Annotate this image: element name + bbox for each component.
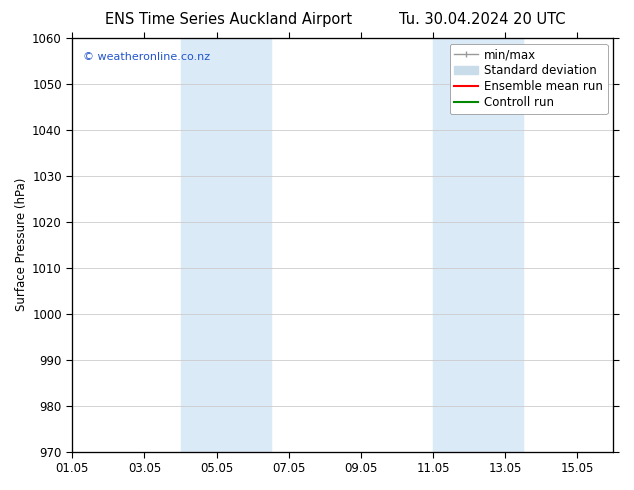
Text: ENS Time Series Auckland Airport: ENS Time Series Auckland Airport [105,12,352,27]
Bar [433,38,523,452]
Y-axis label: Surface Pressure (hPa): Surface Pressure (hPa) [15,178,28,311]
Legend: min/max, Standard deviation, Ensemble mean run, Controll run: min/max, Standard deviation, Ensemble me… [450,44,607,114]
Bar [181,38,271,452]
Text: © weatheronline.co.nz: © weatheronline.co.nz [83,52,210,62]
Text: Tu. 30.04.2024 20 UTC: Tu. 30.04.2024 20 UTC [399,12,565,27]
